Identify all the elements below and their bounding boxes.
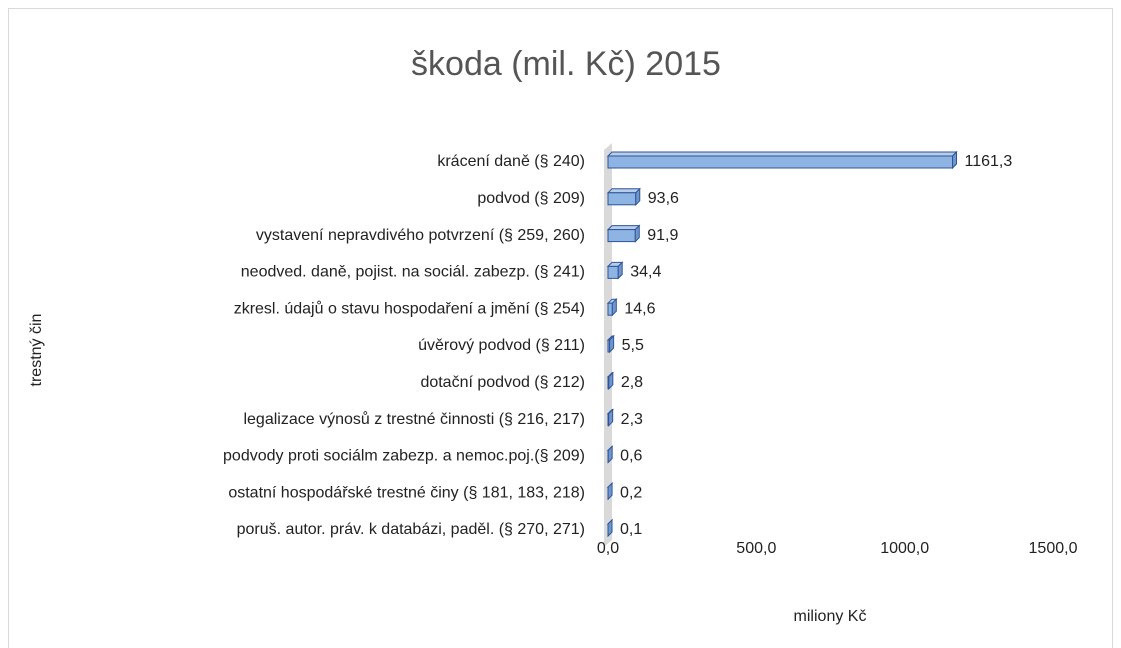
data-label: 93,6 [648, 190, 679, 207]
y-tick-label: vystavení nepravdivého potvrzení (§ 259,… [256, 227, 585, 244]
data-label: 91,9 [647, 227, 678, 244]
y-tick-label: podvod (§ 209) [477, 190, 585, 207]
bar-top [606, 188, 641, 194]
bar-top [606, 225, 641, 231]
data-label: 1161,3 [965, 153, 1013, 170]
y-tick-label: neodved. daně, pojist. na sociál. zabezp… [241, 264, 585, 281]
bar-side [607, 518, 613, 538]
bar [607, 155, 954, 169]
data-label: 34,4 [630, 264, 661, 281]
data-label: 0,2 [620, 484, 642, 501]
x-tick-label: 0,0 [597, 540, 619, 557]
bar-side [611, 297, 617, 317]
bar-side [952, 150, 958, 170]
bar [607, 229, 636, 243]
bar-side [634, 224, 640, 243]
y-tick-label: ostatní hospodářské trestné činy (§ 181,… [228, 484, 585, 501]
bar-side [609, 334, 615, 354]
y-tick-label: poruš. autor. práv. k databázi, paděl. (… [237, 521, 585, 538]
y-tick-label: podvody proti sociálm zabezp. a nemoc.po… [223, 448, 585, 465]
bar [607, 302, 613, 316]
data-label: 14,6 [624, 300, 655, 317]
bar [607, 265, 619, 279]
bar-side [607, 445, 613, 464]
y-tick-label: zkresl. údajů o stavu hospodaření a jměn… [234, 299, 585, 317]
bar [607, 192, 637, 206]
x-axis-title: miliony Kč [794, 608, 867, 625]
bar-top [606, 151, 958, 157]
chart-title: škoda (mil. Kč) 2015 [411, 45, 721, 83]
bar-side [635, 187, 641, 207]
x-tick-label: 1500,0 [1029, 540, 1078, 557]
data-label: 2,3 [621, 411, 643, 428]
data-label: 2,8 [621, 374, 643, 391]
y-axis-title: trestný čin [28, 314, 45, 387]
bar-side [608, 371, 614, 391]
bar-side [608, 408, 614, 427]
bar-side [607, 481, 613, 501]
data-label: 0,6 [620, 448, 642, 465]
data-label: 0,1 [620, 521, 642, 538]
y-tick-label: krácení daně (§ 240) [437, 153, 585, 170]
y-tick-label: dotační podvod (§ 212) [420, 374, 585, 391]
y-tick-label: legalizace výnosů z trestné činnosti (§ … [243, 410, 585, 428]
bar-side [617, 261, 623, 280]
x-tick-label: 500,0 [736, 540, 776, 557]
chart-border [8, 8, 1113, 648]
x-tick-label: 1000,0 [880, 540, 929, 557]
y-tick-label: úvěrový podvod (§ 211) [418, 337, 585, 354]
data-label: 5,5 [622, 337, 644, 354]
